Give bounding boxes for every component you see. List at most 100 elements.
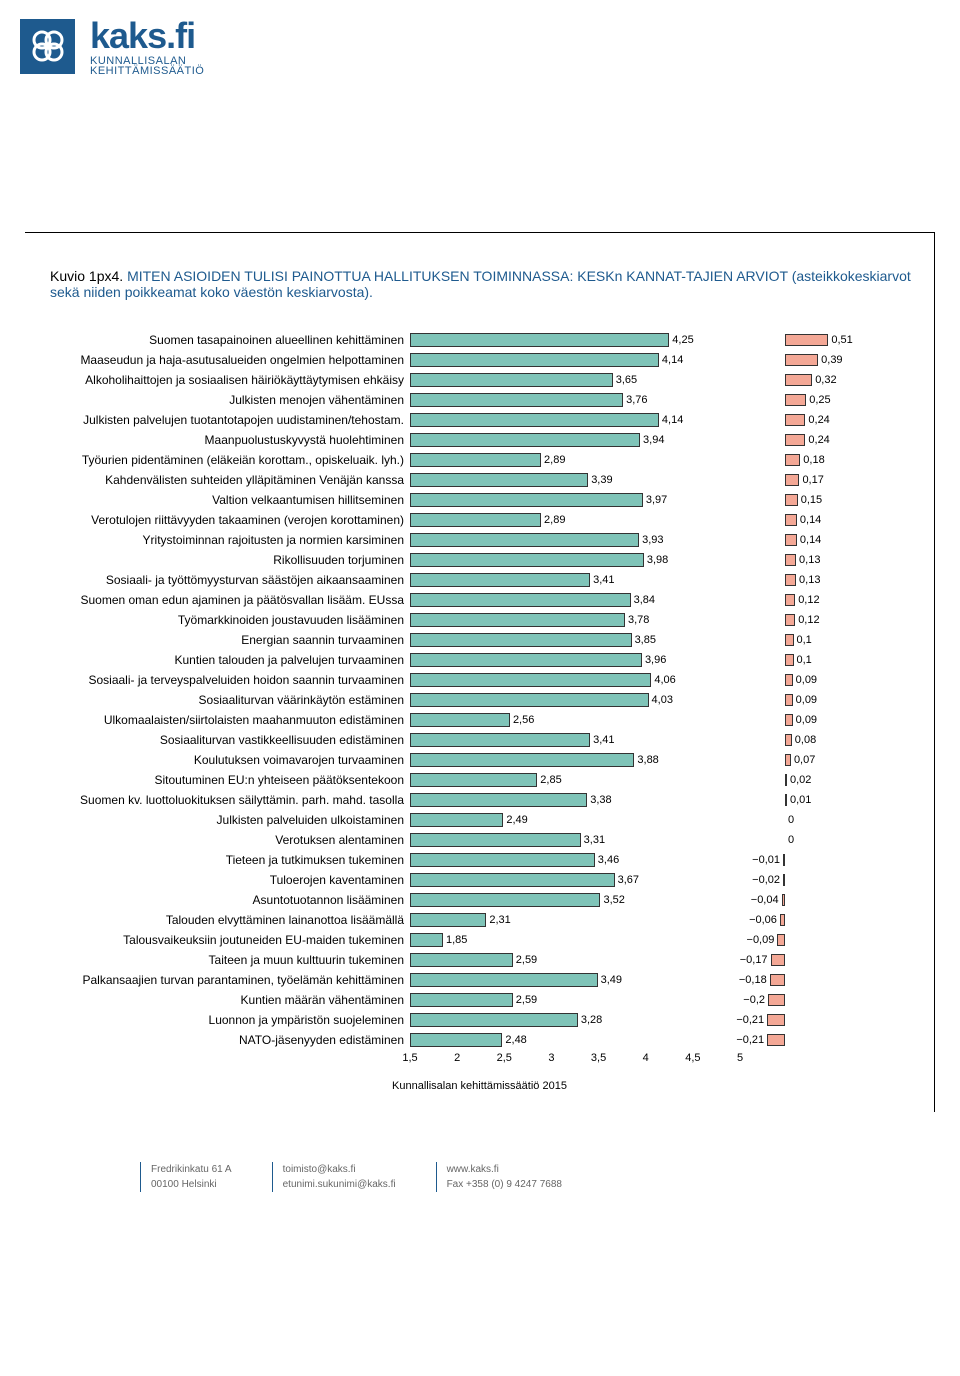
logo-sub2: KEHITTÄMISSÄÄTIÖ [90, 65, 204, 77]
row-bar: 3,52 [410, 890, 740, 910]
row-label: Sosiaaliturvan vastikkeellisuuden edistä… [45, 730, 410, 750]
row-label: Maaseudun ja haja-asutusalueiden ongelmi… [45, 350, 410, 370]
row-deviation: −0,2 [740, 990, 870, 1010]
axis-tick: 4 [643, 1052, 649, 1064]
row-bar: 3,39 [410, 470, 740, 490]
row-deviation: 0,09 [740, 670, 870, 690]
row-bar: 3,85 [410, 630, 740, 650]
deviation-column: 0,510,390,320,250,240,240,180,170,150,14… [740, 330, 870, 1050]
row-bar: 3,38 [410, 790, 740, 810]
row-deviation: 0,12 [740, 610, 870, 630]
logo-main: kaks.fi [90, 15, 204, 57]
row-bar: 3,31 [410, 830, 740, 850]
row-deviation: 0,24 [740, 430, 870, 450]
row-bar: 4,06 [410, 670, 740, 690]
row-label: Tieteen ja tutkimuksen tukeminen [45, 850, 410, 870]
bars-column: 4,254,143,653,764,143,942,893,393,972,89… [410, 330, 740, 1050]
row-label: Julkisten palvelujen tuotantotapojen uud… [45, 410, 410, 430]
row-label: Julkisten menojen vähentäminen [45, 390, 410, 410]
row-label: NATO-jäsenyyden edistäminen [45, 1030, 410, 1050]
axis-tick: 2 [454, 1052, 460, 1064]
row-bar: 3,46 [410, 850, 740, 870]
row-deviation: 0,08 [740, 730, 870, 750]
row-bar: 2,85 [410, 770, 740, 790]
row-bar: 1,85 [410, 930, 740, 950]
row-deviation: −0,01 [740, 850, 870, 870]
x-axis: 1,522,533,544,55 [410, 1052, 740, 1072]
axis-row: 1,522,533,544,55 [45, 1050, 914, 1072]
footer-col-1: Fredrikinkatu 61 A 00100 Helsinki [140, 1162, 232, 1192]
row-deviation: 0 [740, 830, 870, 850]
row-bar: 3,41 [410, 570, 740, 590]
row-label: Koulutuksen voimavarojen turvaaminen [45, 750, 410, 770]
row-bar: 3,84 [410, 590, 740, 610]
row-bar: 2,48 [410, 1030, 740, 1050]
row-bar: 4,03 [410, 690, 740, 710]
row-bar: 3,93 [410, 530, 740, 550]
footer-col-2: toimisto@kaks.fi etunimi.sukunimi@kaks.f… [272, 1162, 396, 1192]
row-label: Taiteen ja muun kulttuurin tukeminen [45, 950, 410, 970]
row-deviation: 0,25 [740, 390, 870, 410]
axis-tick: 2,5 [497, 1052, 512, 1064]
row-label: Kuntien määrän vähentäminen [45, 990, 410, 1010]
row-label: Työurien pidentäminen (eläkeiän korottam… [45, 450, 410, 470]
row-label: Verotulojen riittävyyden takaaminen (ver… [45, 510, 410, 530]
page-footer: Fredrikinkatu 61 A 00100 Helsinki toimis… [0, 1132, 960, 1212]
axis-tick: 1,5 [402, 1052, 417, 1064]
row-bar: 2,49 [410, 810, 740, 830]
row-label: Alkoholihaittojen ja sosiaalisen häiriök… [45, 370, 410, 390]
row-deviation: 0,17 [740, 470, 870, 490]
row-bar: 4,25 [410, 330, 740, 350]
row-deviation: −0,17 [740, 950, 870, 970]
row-label: Verotuksen alentaminen [45, 830, 410, 850]
row-deviation: 0,18 [740, 450, 870, 470]
row-deviation: −0,09 [740, 930, 870, 950]
row-deviation: −0,02 [740, 870, 870, 890]
row-label: Kahdenvälisten suhteiden ylläpitäminen V… [45, 470, 410, 490]
row-deviation: 0,13 [740, 570, 870, 590]
row-label: Palkansaajien turvan parantaminen, työel… [45, 970, 410, 990]
row-label: Luonnon ja ympäristön suojeleminen [45, 1010, 410, 1030]
row-deviation: 0 [740, 810, 870, 830]
row-deviation: 0,14 [740, 530, 870, 550]
logo-icon [20, 19, 75, 74]
row-label: Asuntotuotannon lisääminen [45, 890, 410, 910]
row-deviation: 0,51 [740, 330, 870, 350]
chart-body: Suomen tasapainoinen alueellinen kehittä… [45, 330, 914, 1050]
row-label: Sitoutuminen EU:n yhteiseen päätöksentek… [45, 770, 410, 790]
row-bar: 4,14 [410, 350, 740, 370]
row-label: Valtion velkaantumisen hillitseminen [45, 490, 410, 510]
row-deviation: −0,21 [740, 1010, 870, 1030]
row-bar: 3,65 [410, 370, 740, 390]
row-deviation: 0,32 [740, 370, 870, 390]
row-bar: 3,97 [410, 490, 740, 510]
row-bar: 3,98 [410, 550, 740, 570]
labels-column: Suomen tasapainoinen alueellinen kehittä… [45, 330, 410, 1050]
row-label: Rikollisuuden torjuminen [45, 550, 410, 570]
row-bar: 4,14 [410, 410, 740, 430]
row-label: Maanpuolustuskyvystä huolehtiminen [45, 430, 410, 450]
row-label: Ulkomaalaisten/siirtolaisten maahanmuuto… [45, 710, 410, 730]
row-bar: 3,96 [410, 650, 740, 670]
row-bar: 3,76 [410, 390, 740, 410]
chart-container: Kuvio 1px4. MITEN ASIOIDEN TULISI PAINOT… [25, 232, 935, 1112]
row-deviation: −0,18 [740, 970, 870, 990]
row-bar: 3,28 [410, 1010, 740, 1030]
row-deviation: 0,39 [740, 350, 870, 370]
row-label: Talousvaikeuksiin joutuneiden EU-maiden … [45, 930, 410, 950]
footer-col-3: www.kaks.fi Fax +358 (0) 9 4247 7688 [436, 1162, 562, 1192]
row-deviation: 0,13 [740, 550, 870, 570]
row-deviation: 0,01 [740, 790, 870, 810]
row-deviation: 0,14 [740, 510, 870, 530]
row-bar: 3,94 [410, 430, 740, 450]
row-label: Yritystoiminnan rajoitusten ja normien k… [45, 530, 410, 550]
axis-tick: 3 [548, 1052, 554, 1064]
row-deviation: 0,12 [740, 590, 870, 610]
row-bar: 3,67 [410, 870, 740, 890]
row-bar: 2,89 [410, 510, 740, 530]
logo-text-block: kaks.fi KUNNALLISALAN KEHITTÄMISSÄÄTIÖ [90, 15, 204, 77]
row-label: Sosiaaliturvan väärinkäytön estäminen [45, 690, 410, 710]
row-label: Suomen oman edun ajaminen ja päätösvalla… [45, 590, 410, 610]
header: kaks.fi KUNNALLISALAN KEHITTÄMISSÄÄTIÖ [0, 0, 960, 92]
row-deviation: 0,24 [740, 410, 870, 430]
